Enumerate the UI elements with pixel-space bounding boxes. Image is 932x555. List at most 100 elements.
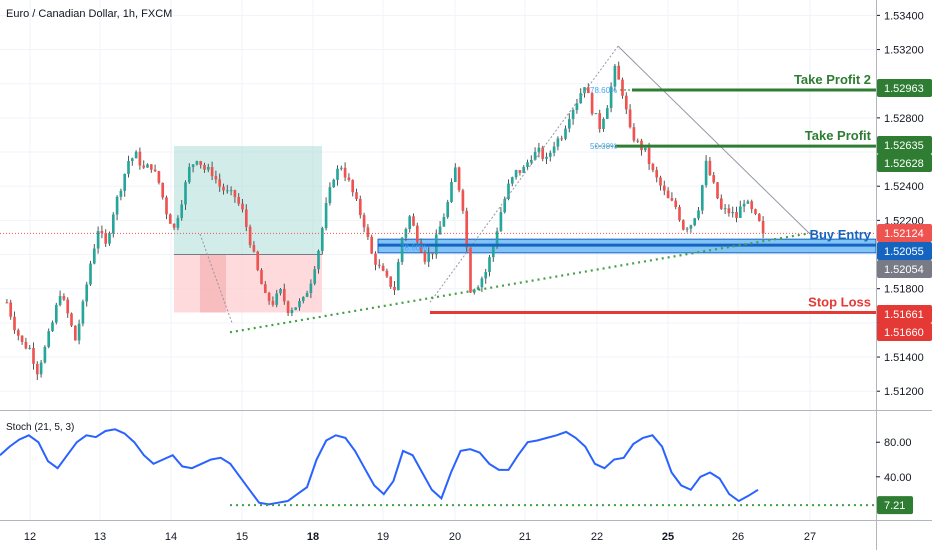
candle xyxy=(746,201,750,204)
x-tick-label: 20 xyxy=(449,531,461,543)
candle xyxy=(564,128,567,139)
candle xyxy=(199,161,203,165)
candle xyxy=(324,203,328,229)
candle xyxy=(203,164,206,170)
risk-zone-inner xyxy=(200,254,226,313)
fib-label: 78.60% xyxy=(590,86,617,95)
candle xyxy=(317,250,320,270)
level-label: Take Profit 2 xyxy=(794,72,871,87)
candle xyxy=(43,346,47,363)
candle xyxy=(415,225,419,243)
y-tick-label: 1.53200 xyxy=(884,45,924,57)
candle xyxy=(431,252,434,255)
candle xyxy=(484,271,488,279)
candle xyxy=(453,167,457,182)
candle xyxy=(225,190,229,192)
candle xyxy=(598,113,602,129)
candle xyxy=(184,182,187,205)
candle xyxy=(70,313,73,326)
level-label: Take Profit xyxy=(805,128,872,143)
candle xyxy=(735,212,738,218)
candle xyxy=(450,181,453,203)
candle xyxy=(541,147,545,159)
chart-overlays: Take Profit 2 Take Profit Buy Entry Stop Lo… xyxy=(0,45,876,334)
y-tick-label: 1.53400 xyxy=(884,10,924,22)
candle xyxy=(153,169,157,172)
candle xyxy=(446,202,450,218)
price-badge xyxy=(877,224,932,242)
candle xyxy=(545,156,548,159)
candle xyxy=(716,182,719,199)
candle xyxy=(697,210,700,219)
candle xyxy=(678,206,681,221)
x-tick-label: 21 xyxy=(519,531,531,543)
chart-title: Euro / Canadian Dollar, 1h, FXCM xyxy=(6,8,172,20)
candle xyxy=(282,289,286,302)
candle xyxy=(32,347,35,364)
candle xyxy=(191,164,195,168)
candle xyxy=(370,236,374,254)
candle xyxy=(301,296,305,301)
candle xyxy=(9,302,13,317)
candle xyxy=(514,170,518,178)
candle xyxy=(134,151,138,159)
candle xyxy=(298,300,301,308)
candle xyxy=(256,251,260,270)
candle xyxy=(681,220,685,230)
candle xyxy=(165,197,168,215)
price-badge-label: 1.51660 xyxy=(884,327,924,339)
candle xyxy=(685,228,689,230)
candle xyxy=(491,246,495,258)
candle xyxy=(5,302,9,304)
candle xyxy=(522,167,526,173)
x-tick-label: 12 xyxy=(24,531,36,543)
candle xyxy=(571,109,575,120)
stoch-tick-label: 40.00 xyxy=(884,472,912,484)
price-badge-label: 1.52628 xyxy=(884,158,924,170)
candle xyxy=(24,341,28,349)
candle xyxy=(727,208,731,214)
x-tick-label: 15 xyxy=(236,531,248,543)
y-tick-label: 1.52400 xyxy=(884,181,924,193)
candle xyxy=(351,180,355,193)
candle xyxy=(172,223,176,228)
candle xyxy=(279,289,282,294)
level-label: Buy Entry xyxy=(810,227,872,242)
candle xyxy=(738,206,742,218)
candle xyxy=(666,190,670,199)
candle xyxy=(54,304,58,323)
x-tick-label: 25 xyxy=(662,531,674,543)
candle xyxy=(613,65,617,87)
x-tick-label: 22 xyxy=(591,531,603,543)
candle xyxy=(47,331,51,347)
candle xyxy=(347,177,351,181)
candle xyxy=(358,198,362,216)
candle xyxy=(662,185,666,191)
candle xyxy=(100,231,104,234)
candle xyxy=(336,168,339,180)
candle xyxy=(476,287,480,290)
candle xyxy=(488,257,491,272)
candle xyxy=(518,170,522,173)
candle xyxy=(693,218,697,226)
y-tick-label: 1.51200 xyxy=(884,386,924,398)
candle xyxy=(119,190,123,197)
candle xyxy=(111,214,115,234)
candle xyxy=(96,231,100,249)
candle xyxy=(73,325,77,341)
candle xyxy=(180,204,184,219)
candle xyxy=(187,167,191,183)
candle xyxy=(704,160,708,186)
price-badge xyxy=(877,136,932,154)
candle xyxy=(674,200,678,207)
candle xyxy=(229,190,233,192)
candle xyxy=(609,86,613,109)
fib-label: 50.00% xyxy=(590,142,617,151)
candle xyxy=(526,162,529,168)
candle xyxy=(366,227,370,237)
candle xyxy=(362,215,366,228)
candle xyxy=(632,127,636,141)
candle xyxy=(708,160,712,176)
y-tick-label: 1.52800 xyxy=(884,113,924,125)
